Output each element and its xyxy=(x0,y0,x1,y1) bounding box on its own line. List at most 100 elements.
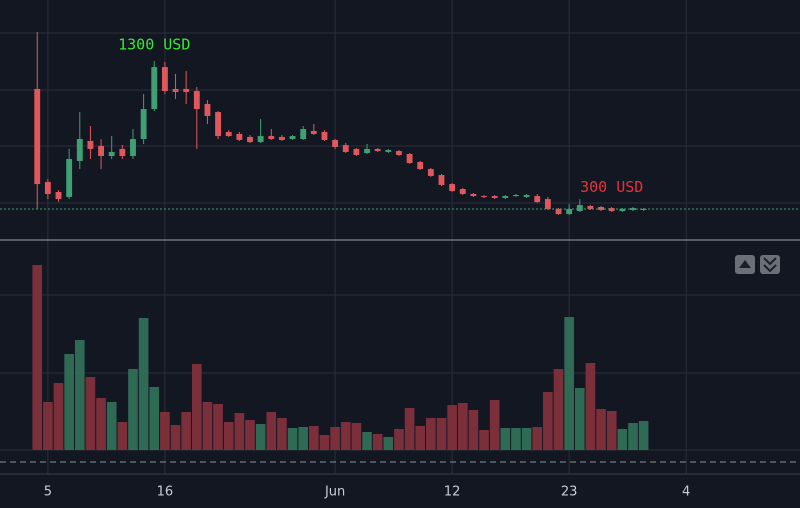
volume-bar xyxy=(606,411,617,450)
x-tick-label: 16 xyxy=(157,485,174,500)
volume-bar xyxy=(128,369,138,450)
volume-bar xyxy=(245,420,255,450)
x-tick-label: 5 xyxy=(44,485,52,500)
down-arrow xyxy=(763,257,777,273)
volume-bar xyxy=(149,387,160,450)
candle-body xyxy=(502,196,509,198)
volume-bar xyxy=(436,418,447,450)
volume-bar xyxy=(457,403,468,450)
candle-body xyxy=(566,208,573,215)
volume-bar xyxy=(53,383,64,450)
candle-body xyxy=(119,148,126,156)
volume-bar xyxy=(319,435,330,450)
candle-body xyxy=(459,189,466,194)
volume-bar xyxy=(479,430,489,450)
volume-bar xyxy=(202,402,213,450)
volume-bar xyxy=(617,429,628,450)
candle-body xyxy=(406,154,413,164)
volume-bar xyxy=(596,409,606,450)
candle-body xyxy=(310,130,317,134)
candle-body xyxy=(523,195,530,197)
candle-body xyxy=(44,181,51,194)
candle-body xyxy=(268,136,275,140)
volume-bar xyxy=(426,418,436,450)
volume-bar xyxy=(85,377,96,450)
volume-bar xyxy=(574,388,585,450)
candle-body xyxy=(513,195,519,197)
candle-body xyxy=(257,136,264,143)
volume-bar xyxy=(277,418,287,450)
candle-body xyxy=(374,148,381,152)
volume-bar xyxy=(191,364,202,450)
annotation: 300 USD xyxy=(580,178,643,196)
volume-bar xyxy=(117,422,128,450)
volume-bar xyxy=(543,392,553,450)
candle-body xyxy=(66,159,73,197)
candle-body xyxy=(544,199,551,209)
volume-bar xyxy=(383,437,394,450)
candle-body xyxy=(193,91,200,110)
volume-bar xyxy=(553,369,564,450)
candle-body xyxy=(236,133,243,140)
scroll-down-button[interactable] xyxy=(760,255,780,274)
volume-bar xyxy=(266,412,277,450)
candle-body xyxy=(619,208,626,212)
volume-bar xyxy=(500,428,511,450)
volume-bar xyxy=(160,412,170,450)
volume-bar xyxy=(170,425,181,450)
candle-body xyxy=(449,184,456,191)
volume-bar xyxy=(32,265,43,450)
candle-body xyxy=(438,175,445,185)
annotation: 1300 USD xyxy=(118,36,190,54)
volume-bar xyxy=(415,426,426,450)
volume-bar xyxy=(638,421,649,450)
candle-body xyxy=(300,129,307,140)
volume-bar xyxy=(96,398,106,450)
volume-bar xyxy=(585,363,596,450)
candle-body xyxy=(183,88,190,92)
candle-body xyxy=(172,88,179,92)
volume-bar xyxy=(213,404,223,450)
candle-body xyxy=(278,136,285,140)
candle-body xyxy=(289,136,296,140)
candle-body xyxy=(161,67,168,92)
up-arrow xyxy=(739,260,751,268)
candle-body xyxy=(481,196,487,198)
candle-body xyxy=(427,169,434,176)
volume-bar xyxy=(309,426,319,450)
volume-bar xyxy=(106,402,117,450)
candle-body xyxy=(608,208,615,212)
candle-body xyxy=(342,145,349,152)
candle-body xyxy=(247,136,253,143)
x-tick-label: Jun xyxy=(324,485,345,500)
volume-bar xyxy=(234,413,245,450)
candle-body xyxy=(34,88,41,185)
candle-body xyxy=(534,196,541,203)
volume-bar xyxy=(287,428,298,450)
candle-body xyxy=(353,148,360,155)
candle-body xyxy=(587,205,594,209)
candle-body xyxy=(396,151,402,155)
x-tick-label: 23 xyxy=(561,485,578,500)
volume-bar xyxy=(468,410,479,450)
candle-body xyxy=(332,139,339,147)
volume-bar xyxy=(521,428,532,450)
candle-body xyxy=(215,112,222,137)
volume-bar xyxy=(404,408,415,450)
candle-body xyxy=(640,208,647,210)
candle-body xyxy=(55,192,62,200)
candle-body xyxy=(417,162,424,170)
volume-bar xyxy=(223,422,234,450)
candle-body xyxy=(204,103,211,116)
candle-body xyxy=(87,141,94,149)
x-tick-label: 12 xyxy=(444,485,461,500)
candle-body xyxy=(555,208,562,215)
candle-body xyxy=(364,148,370,153)
scroll-up-button[interactable] xyxy=(735,255,755,274)
candle-body xyxy=(225,132,232,137)
candle-body xyxy=(108,151,115,156)
volume-bar xyxy=(394,429,404,450)
volume-bar xyxy=(43,402,53,450)
plot xyxy=(0,31,800,450)
